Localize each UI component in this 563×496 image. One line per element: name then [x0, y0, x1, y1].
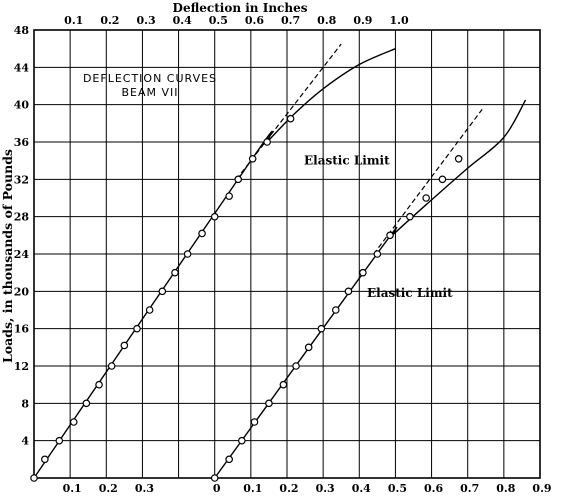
- data-point: [210, 212, 219, 221]
- data-point: [41, 455, 49, 464]
- top-tick-label: 1.0: [389, 14, 408, 27]
- data-point: [386, 231, 394, 240]
- bottom-tick-label: 0.4: [352, 482, 371, 495]
- top-tick-label: 0.1: [64, 14, 83, 27]
- y-tick-label: 4: [21, 435, 29, 448]
- data-point: [304, 343, 313, 352]
- y-tick-label: 40: [14, 99, 30, 112]
- y-tick-label: 36: [14, 136, 30, 149]
- data-point: [286, 114, 295, 123]
- data-point: [359, 268, 367, 277]
- data-point: [344, 287, 353, 296]
- y-tick-label: 48: [14, 24, 30, 37]
- bottom-tick-label: 0.1: [63, 482, 82, 495]
- y-tick-label: 24: [14, 248, 30, 261]
- y-axis-title: Loads, in thousands of Pounds: [0, 149, 15, 363]
- data-point: [82, 399, 91, 408]
- data-point: [69, 418, 78, 426]
- bottom-tick-label: 0.2: [99, 482, 118, 495]
- bottom-tick-label: 0.5: [388, 482, 407, 495]
- y-tick-label: 28: [14, 211, 30, 224]
- bottom-tick-label: 0.2: [279, 482, 298, 495]
- top-tick-label: 0.9: [353, 14, 372, 27]
- bottom-tick-label: 0.9: [532, 482, 551, 495]
- elastic-limit-label: Elastic Limit: [304, 153, 390, 167]
- data-point: [158, 287, 167, 296]
- bottom-tick-label: 0.7: [460, 482, 479, 495]
- data-point: [198, 229, 206, 238]
- data-point: [107, 362, 116, 370]
- y-tick-label: 32: [14, 173, 29, 186]
- chart-subtitle: BEAM VII: [121, 86, 178, 99]
- data-point: [265, 399, 273, 408]
- elastic-tangent-line: [373, 108, 483, 255]
- data-point: [292, 362, 300, 370]
- data-point: [438, 175, 447, 184]
- data-point: [120, 341, 129, 350]
- y-tick-label: 20: [14, 285, 30, 298]
- bottom-tick-label: 0.3: [316, 482, 335, 495]
- top-tick-label: 0.5: [209, 14, 228, 27]
- bottom-tick-label: 0.8: [496, 482, 515, 495]
- data-point: [210, 474, 219, 482]
- load-deflection-curve: [214, 99, 527, 479]
- data-point: [55, 436, 64, 445]
- data-point: [422, 194, 430, 202]
- y-tick-label: 12: [14, 360, 29, 373]
- data-point: [373, 250, 382, 258]
- chart-title: DEFLECTION CURVES: [83, 72, 217, 85]
- data-point: [263, 138, 271, 146]
- top-tick-label: 0.4: [173, 14, 192, 27]
- data-point: [250, 418, 259, 426]
- data-point: [183, 250, 192, 258]
- data-point: [225, 455, 233, 464]
- data-point: [279, 380, 288, 389]
- bottom-tick-label: 0: [213, 482, 221, 495]
- bottom-tick-labels: 0.1 0.2 0.3 0 0.1 0.2 0.3 0.4 0.5 0.6 0.7 0.8 0.9: [63, 482, 552, 495]
- bottom-tick-label: 0.6: [424, 482, 443, 495]
- data-point: [317, 324, 326, 333]
- data-point: [133, 324, 141, 333]
- top-tick-label: 0.2: [100, 14, 119, 27]
- data-point: [30, 474, 38, 482]
- grid-lines: [34, 30, 540, 478]
- data-point: [454, 155, 463, 163]
- series-layer: Elastic Limit Elastic Limit: [30, 43, 527, 482]
- data-point: [225, 192, 233, 200]
- data-point: [238, 436, 246, 445]
- y-tick-label: 8: [21, 397, 29, 410]
- plot-frame: [33, 29, 541, 479]
- elastic-limit-label: Elastic Limit: [367, 286, 453, 300]
- top-tick-label: 0.8: [317, 14, 336, 27]
- data-point: [95, 380, 103, 389]
- data-point: [234, 175, 243, 184]
- y-tick-label: 16: [14, 323, 30, 336]
- data-point: [248, 155, 257, 163]
- top-axis-title: Deflection in Inches: [173, 1, 308, 15]
- data-point: [171, 268, 179, 277]
- y-tick-label: 44: [14, 61, 30, 74]
- data-point: [145, 306, 154, 314]
- series-2: Elastic Limit: [210, 99, 527, 482]
- bottom-tick-label: 0.3: [135, 482, 154, 495]
- bottom-tick-label: 0.1: [243, 482, 262, 495]
- data-point: [331, 306, 340, 314]
- series-1: Elastic Limit: [30, 43, 396, 482]
- top-tick-label: 0.3: [136, 14, 155, 27]
- top-tick-label: 0.7: [281, 14, 300, 27]
- top-tick-labels: 0.1 0.2 0.3 0.4 0.5 0.6 0.7 0.8 0.9 1.0: [64, 14, 409, 27]
- data-point: [406, 212, 414, 221]
- top-tick-label: 0.6: [245, 14, 264, 27]
